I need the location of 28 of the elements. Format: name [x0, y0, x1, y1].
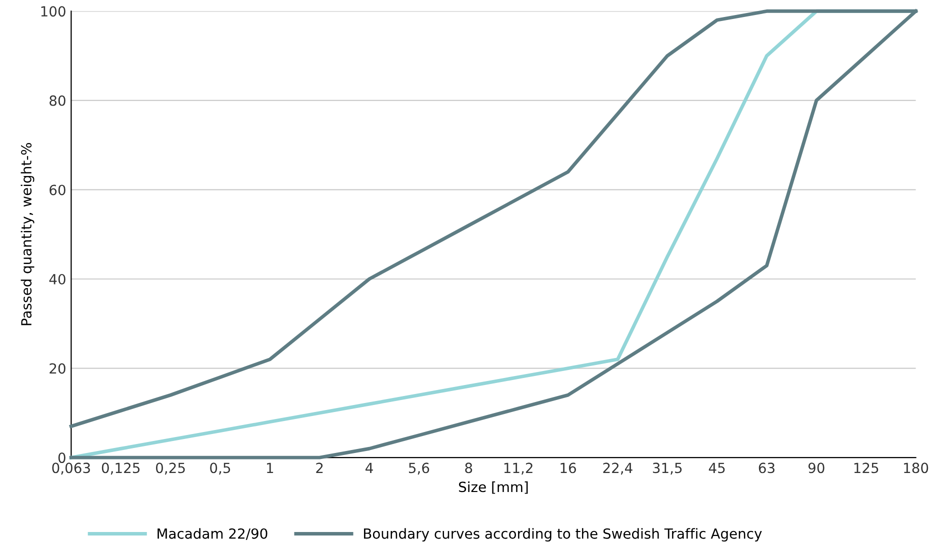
x-tick-label: 90 — [808, 462, 824, 474]
x-tick-label: 8 — [465, 462, 472, 474]
x-tick-label: 0,063 — [52, 462, 90, 475]
x-tick-label: 0,5 — [210, 462, 230, 475]
x-tick-label: 2 — [316, 462, 323, 473]
y-tick-label: 100 — [41, 6, 66, 17]
y-tick-label: 40 — [49, 274, 66, 284]
y-tick-label: 20 — [50, 363, 66, 374]
legend-label: Macadam 22/90 — [158, 528, 268, 540]
x-tick-label: 45 — [708, 462, 725, 474]
x-tick-label: 22,4 — [603, 462, 632, 475]
x-tick-label: 31,5 — [652, 462, 682, 475]
x-tick-label: 180 — [904, 462, 928, 474]
y-tick-label: 80 — [50, 95, 66, 106]
x-tick-label: 0,125 — [102, 462, 140, 475]
y-tick-label: 0 — [58, 452, 66, 464]
x-tick-label: 5,6 — [408, 462, 430, 475]
x-axis-title: Size [mm] — [458, 481, 528, 494]
x-tick-label: 1 — [267, 462, 274, 473]
y-tick-label: 60 — [50, 184, 66, 196]
x-tick-label: 0,25 — [156, 462, 185, 475]
x-tick-label: 16 — [560, 462, 576, 474]
x-tick-label: 125 — [854, 462, 878, 474]
y-axis-title: Passed quantity, weight-% — [20, 142, 34, 326]
legend-label: Boundary curves according to the Swedish Traffic Agency — [364, 528, 762, 542]
x-tick-label: 63 — [758, 462, 774, 474]
x-tick-label: 11,2 — [504, 462, 532, 475]
x-tick-label: 4 — [366, 462, 373, 473]
